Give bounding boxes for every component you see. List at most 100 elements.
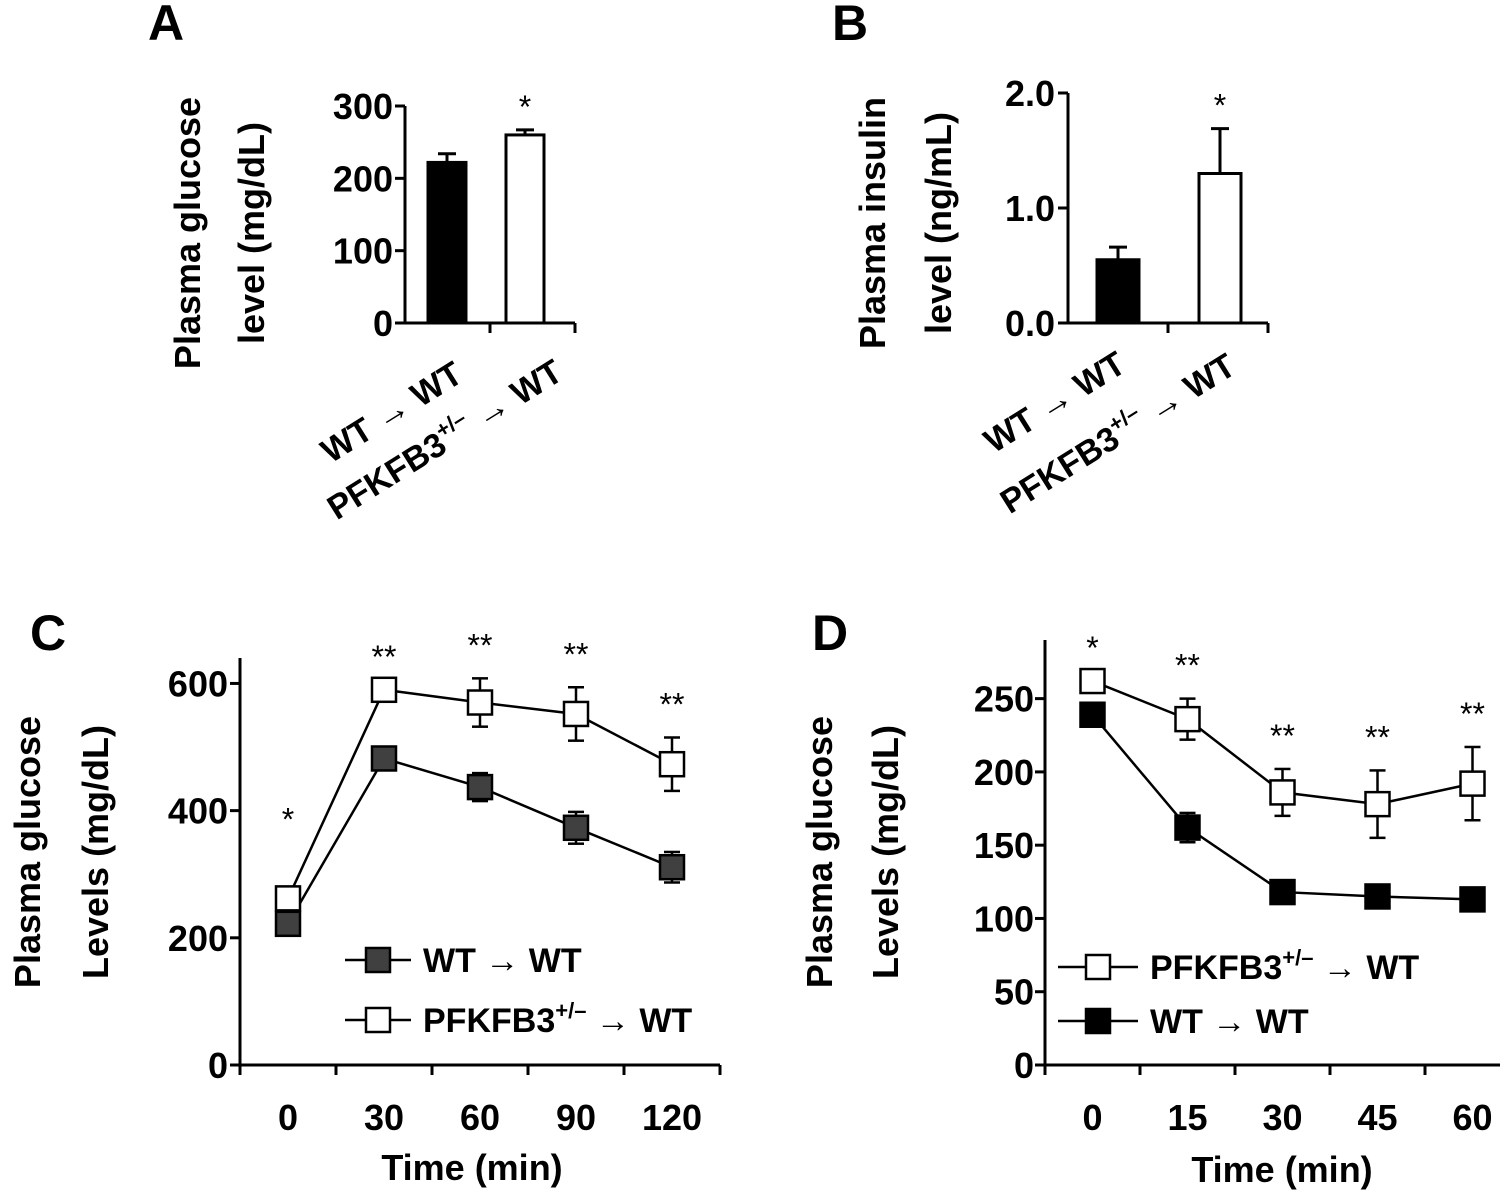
y-tick-label: 400: [168, 791, 228, 832]
y-axis-title: Plasma glucose level (mg/dL): [167, 97, 272, 369]
significance-marker: *: [1214, 88, 1226, 124]
y-tick-label: 0.0: [1005, 303, 1055, 344]
data-point-marker: [274, 885, 302, 912]
legend-marker: [1084, 1007, 1112, 1035]
y-tick-label: 100: [974, 898, 1034, 939]
data-point-marker: [1459, 886, 1486, 913]
x-axis-title: Time (min): [1191, 1149, 1372, 1190]
data-point-marker: [1174, 705, 1201, 733]
y-tick-label: 0: [208, 1045, 228, 1086]
legend-label: WT → WT: [423, 942, 582, 980]
legend-label-superscript: +/–: [555, 998, 586, 1023]
data-point-marker: [1459, 770, 1486, 797]
significance-marker: **: [1270, 718, 1295, 754]
y-axis-title-line-2: Levels (mg/dL): [865, 725, 906, 979]
x-category-label-tail: → WT: [459, 352, 569, 440]
data-point-marker: [1079, 701, 1106, 728]
legend-label-text: PFKFB3: [1150, 949, 1282, 987]
legend-label-superscript: +/–: [1282, 945, 1313, 970]
data-point-marker: [274, 910, 302, 938]
x-tick-label: 120: [642, 1097, 702, 1138]
x-tick-label: 30: [1262, 1097, 1302, 1138]
y-axis-title: Plasma glucose Levels (mg/dL): [799, 716, 906, 988]
data-point-marker: [1269, 779, 1296, 806]
x-tick-label: 45: [1357, 1097, 1397, 1138]
y-tick-label: 1.0: [1005, 188, 1055, 229]
data-point-marker: [658, 750, 686, 778]
legend-marker: [1084, 953, 1112, 981]
significance-marker: **: [1460, 696, 1485, 732]
x-tick-label: 60: [460, 1097, 500, 1138]
panel-letter: A: [148, 0, 184, 51]
y-tick-label: 50: [994, 972, 1034, 1013]
y-axis-title-line-2: Levels (mg/dL): [75, 725, 116, 979]
legend-label-tail: → WT: [586, 1002, 692, 1040]
legend-label-text: WT → WT: [423, 942, 582, 980]
significance-marker: **: [1175, 648, 1200, 684]
significance-marker: *: [519, 89, 531, 125]
y-tick-label: 600: [168, 663, 228, 704]
y-axis-title: Plasma glucose Levels (mg/dL): [7, 716, 116, 988]
x-tick-label: 30: [364, 1097, 404, 1138]
data-point-marker: [370, 745, 398, 772]
data-point-marker: [466, 773, 494, 801]
bar: [1095, 258, 1141, 325]
significance-marker: **: [1365, 719, 1390, 755]
significance-marker: **: [372, 639, 397, 675]
data-point-marker: [466, 689, 494, 716]
y-axis-title-line-2: level (mg/dL): [231, 122, 272, 344]
legend-label: PFKFB3+/– → WT: [1150, 945, 1419, 987]
legend-marker: [364, 946, 392, 974]
x-tick-label: 0: [278, 1097, 298, 1138]
y-tick-label: 200: [974, 752, 1034, 793]
data-point-marker: [1364, 883, 1391, 910]
panel-letter: C: [30, 605, 66, 661]
y-axis-title-line-1: Plasma glucose: [7, 716, 48, 988]
legend-label-tail: → WT: [1313, 949, 1419, 987]
significance-marker: *: [282, 801, 294, 837]
significance-marker: **: [468, 627, 493, 663]
data-point-marker: [1364, 790, 1391, 818]
x-tick-label: 60: [1452, 1097, 1492, 1138]
y-axis-title-line-1: Plasma insulin: [852, 97, 893, 349]
y-axis-title-line-2: level (ng/mL): [918, 112, 959, 334]
panel-c-line-chart: C Plasma glucose Levels (mg/dL) 0 200 400 600 0…: [7, 605, 722, 1188]
y-tick-label: 300: [333, 86, 393, 127]
y-axis-title-line-1: Plasma glucose: [799, 716, 840, 988]
bar: [426, 160, 468, 325]
y-tick-label: 2.0: [1005, 73, 1055, 114]
data-point-marker: [1079, 667, 1106, 695]
panel-letter: D: [812, 605, 848, 661]
y-tick-label: 0: [1014, 1045, 1034, 1086]
panel-letter: B: [832, 0, 868, 51]
x-tick-label: 0: [1082, 1097, 1102, 1138]
significance-marker: **: [564, 636, 589, 672]
bar: [504, 133, 546, 325]
y-tick-label: 0: [373, 303, 393, 344]
y-axis-title: Plasma insulin level (ng/mL): [852, 97, 959, 349]
y-axis-title-line-1: Plasma glucose: [167, 97, 208, 369]
data-point-marker: [658, 853, 686, 881]
x-category-label-tail: → WT: [1132, 346, 1242, 434]
data-point-marker: [370, 676, 398, 704]
bar: [1197, 172, 1243, 325]
legend-label: WT → WT: [1150, 1003, 1309, 1041]
data-point-marker: [1174, 814, 1201, 841]
x-tick-label: 15: [1167, 1097, 1207, 1138]
data-point-marker: [562, 700, 590, 728]
data-point-marker: [562, 814, 590, 842]
y-tick-label: 250: [974, 679, 1034, 720]
legend-label: PFKFB3+/– → WT: [423, 998, 692, 1040]
legend-label-text: WT → WT: [1150, 1003, 1309, 1041]
data-point-marker: [1269, 878, 1296, 906]
legend-marker: [364, 1006, 392, 1034]
significance-marker: **: [660, 686, 685, 722]
x-tick-label: 90: [556, 1097, 596, 1138]
y-tick-label: 200: [168, 918, 228, 959]
y-tick-label: 150: [974, 825, 1034, 866]
x-axis-title: Time (min): [381, 1147, 562, 1188]
y-tick-label: 100: [333, 231, 393, 272]
